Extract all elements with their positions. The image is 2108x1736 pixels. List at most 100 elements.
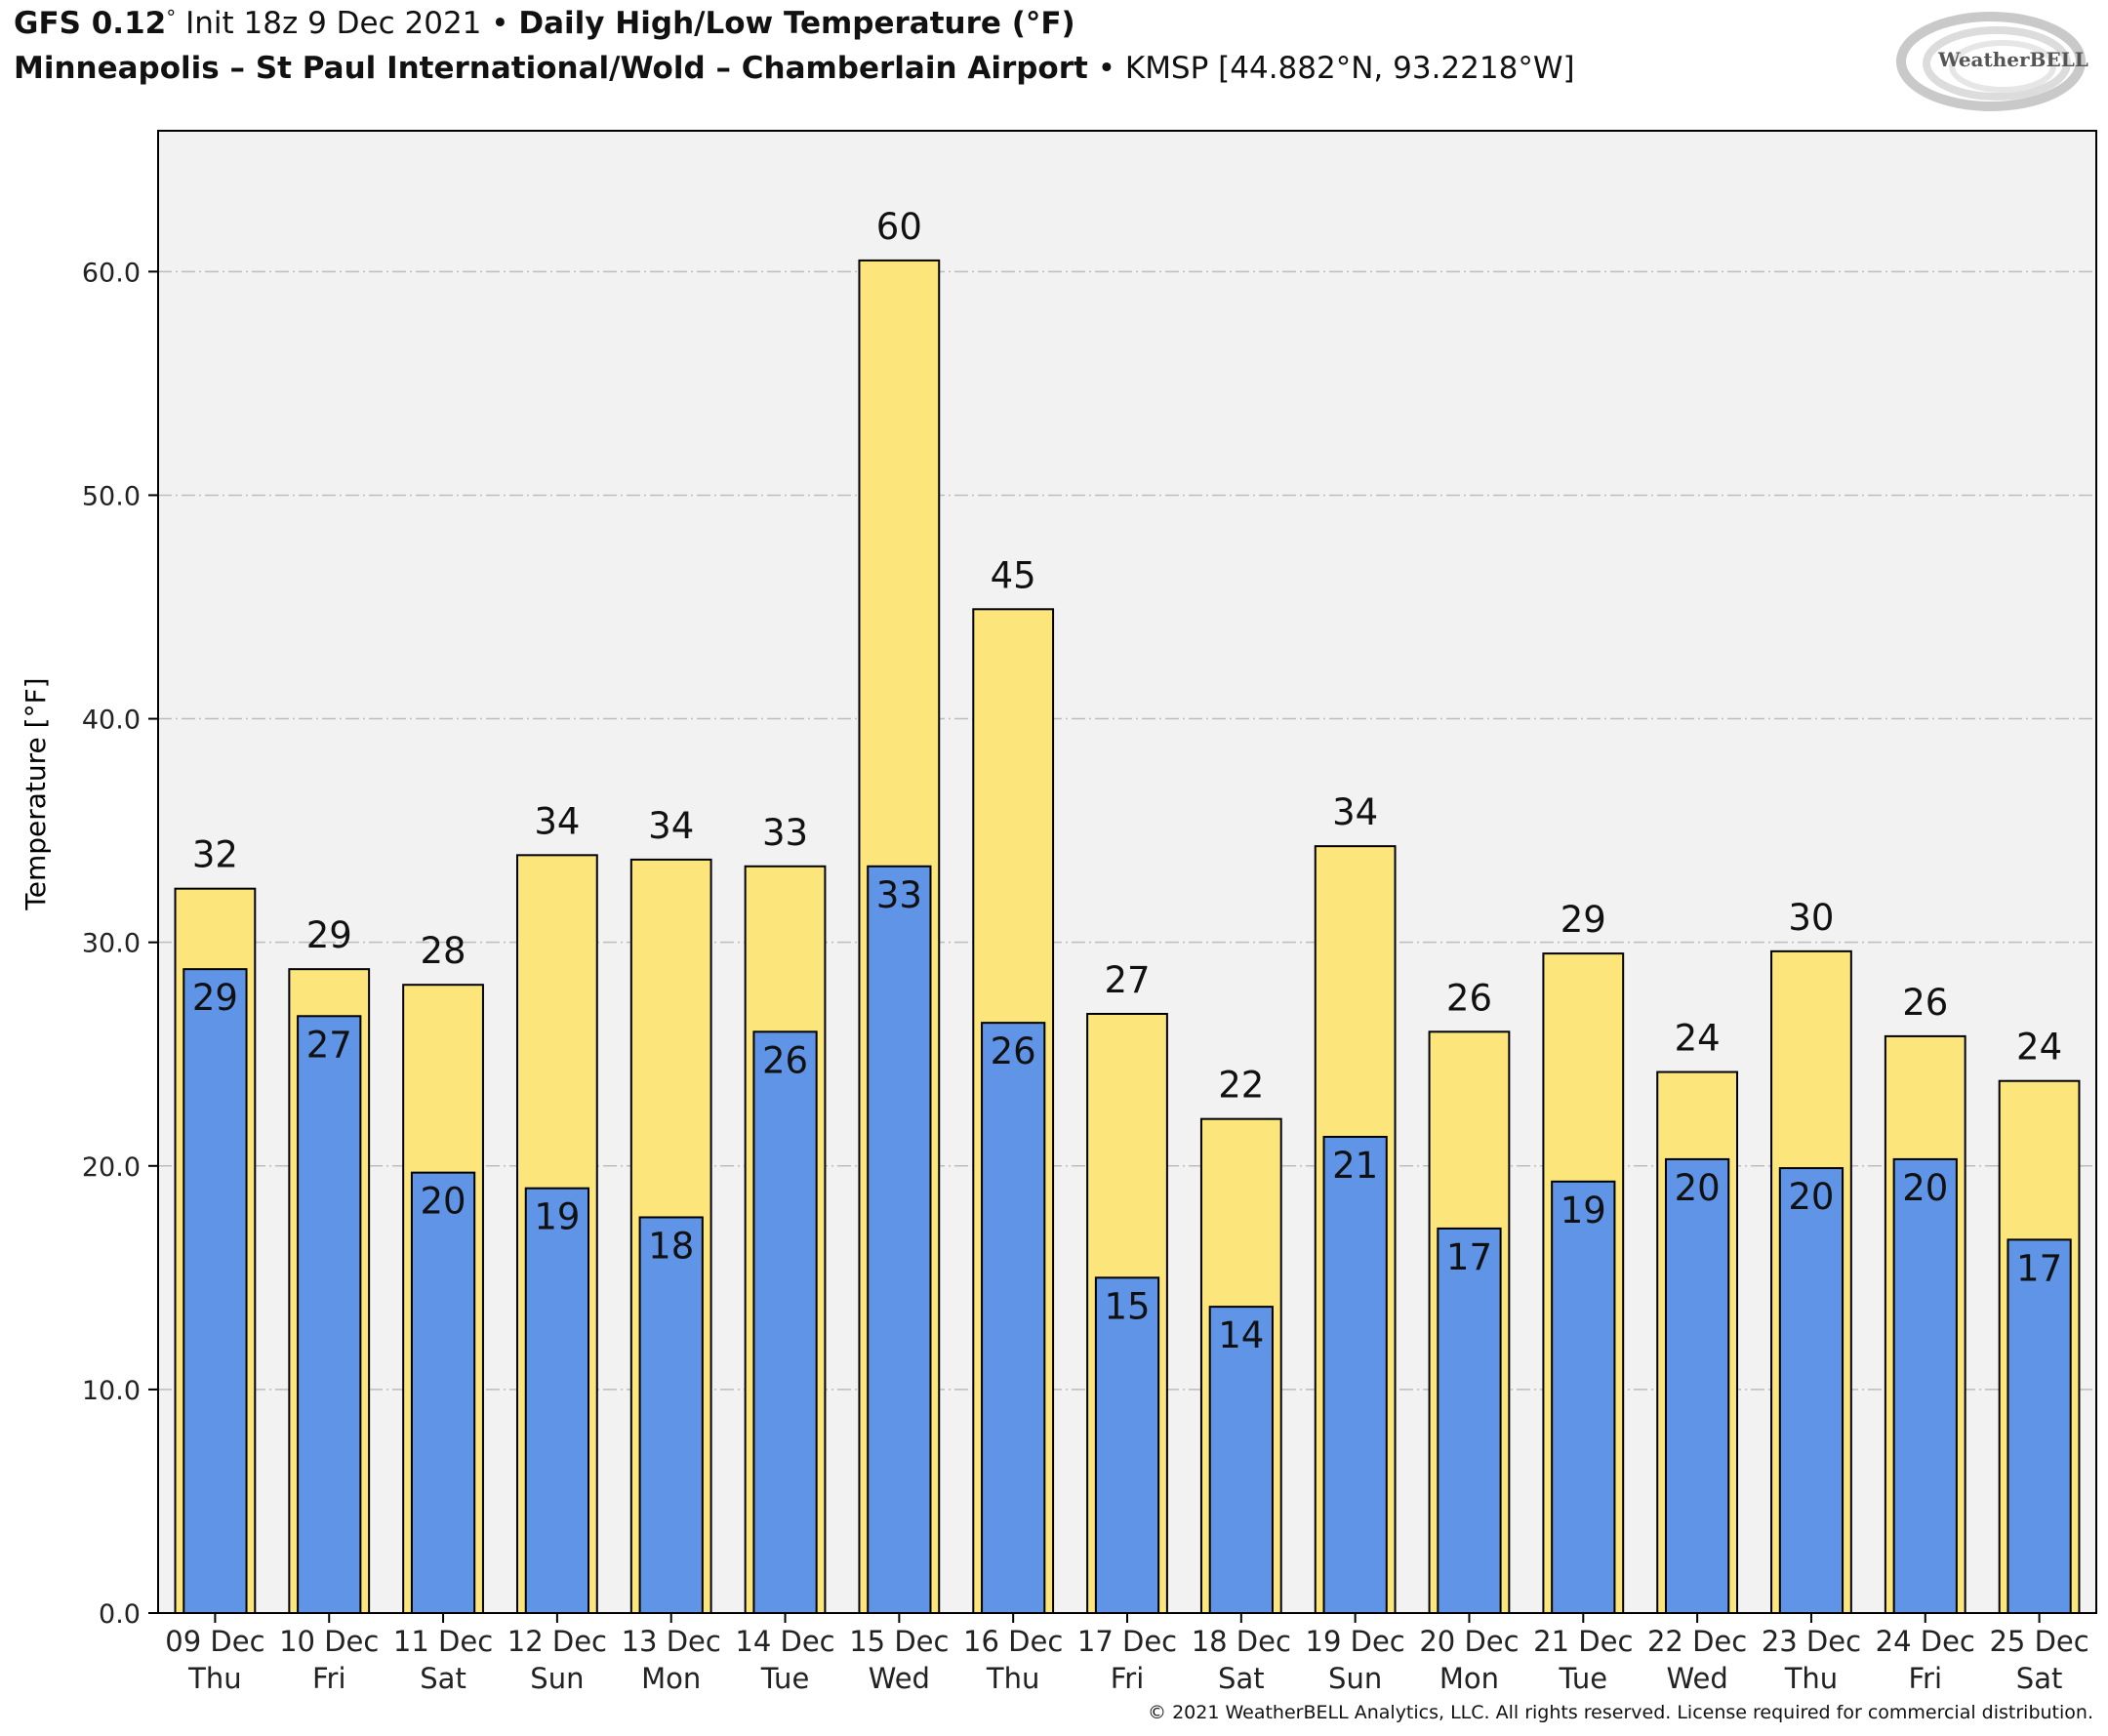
low-bar bbox=[1094, 1276, 1160, 1614]
y-axis-label: Temperature [°F] bbox=[20, 677, 52, 910]
low-value-label: 17 bbox=[2016, 1247, 2062, 1289]
low-bar bbox=[2007, 1238, 2072, 1614]
x-tick-date-label: 23 Dec bbox=[1762, 1625, 1861, 1658]
low-value-label: 20 bbox=[421, 1181, 466, 1223]
location-bullet: • bbox=[1097, 51, 1115, 86]
x-tick-weekday-label: Sun bbox=[1328, 1662, 1382, 1695]
high-value-label: 24 bbox=[1675, 1018, 1721, 1060]
x-tick-weekday-label: Thu bbox=[187, 1662, 241, 1695]
weatherbell-logo: WeatherBELL bbox=[1896, 12, 2088, 111]
low-bar bbox=[638, 1216, 704, 1614]
low-bar bbox=[297, 1015, 362, 1614]
low-bar bbox=[182, 968, 248, 1614]
low-value-label: 29 bbox=[192, 977, 238, 1019]
x-tick-date-label: 14 Dec bbox=[735, 1625, 834, 1658]
low-bar bbox=[1208, 1306, 1274, 1614]
logo-text: WeatherBELL bbox=[1937, 48, 2088, 71]
copyright-notice: © 2021 WeatherBELL Analytics, LLC. All r… bbox=[1148, 1702, 2093, 1723]
low-value-label: 26 bbox=[991, 1030, 1036, 1072]
high-value-label: 33 bbox=[762, 812, 808, 854]
low-value-label: 17 bbox=[1446, 1236, 1492, 1278]
model-name: GFS 0.12 bbox=[14, 6, 167, 41]
high-value-label: 26 bbox=[1446, 977, 1492, 1019]
x-tick-date-label: 15 Dec bbox=[849, 1625, 949, 1658]
y-tick-label: 40.0 bbox=[82, 706, 141, 736]
high-value-label: 34 bbox=[534, 800, 580, 842]
x-tick-date-label: 22 Dec bbox=[1647, 1625, 1747, 1658]
x-tick-weekday-label: Fri bbox=[1908, 1662, 1942, 1695]
low-bar bbox=[1322, 1135, 1388, 1614]
x-tick-weekday-label: Sat bbox=[2016, 1662, 2063, 1695]
x-tick-weekday-label: Tue bbox=[760, 1662, 810, 1695]
low-bar bbox=[1664, 1157, 1730, 1614]
x-axis: 09 Dec Thu 10 Dec Fri 11 Dec Sat 12 Dec Sun 13 D… bbox=[165, 1613, 2089, 1695]
y-tick-label: 30.0 bbox=[82, 929, 141, 959]
low-value-label: 27 bbox=[306, 1024, 352, 1066]
x-tick-weekday-label: Sat bbox=[420, 1662, 466, 1695]
low-bar bbox=[981, 1022, 1046, 1614]
high-value-label: 34 bbox=[648, 805, 694, 847]
x-tick-date-label: 21 Dec bbox=[1533, 1625, 1633, 1658]
low-bar bbox=[1892, 1157, 1958, 1614]
low-bar bbox=[867, 865, 932, 1614]
y-axis: 0.0 10.0 20.0 30.0 40.0 50.0 60.0 bbox=[82, 258, 158, 1630]
x-tick-date-label: 13 Dec bbox=[622, 1625, 721, 1658]
x-tick-weekday-label: Mon bbox=[641, 1662, 701, 1695]
x-tick-weekday-label: Tue bbox=[1559, 1662, 1608, 1695]
chart-title-line-2: Minneapolis – St Paul International/Wold… bbox=[14, 51, 1575, 86]
x-tick-weekday-label: Wed bbox=[1667, 1662, 1728, 1695]
x-tick-weekday-label: Wed bbox=[869, 1662, 930, 1695]
high-value-label: 28 bbox=[421, 930, 466, 972]
x-tick-weekday-label: Thu bbox=[986, 1662, 1039, 1695]
x-tick-weekday-label: Mon bbox=[1439, 1662, 1499, 1695]
x-tick-date-label: 12 Dec bbox=[507, 1625, 607, 1658]
y-tick-label: 50.0 bbox=[82, 481, 141, 511]
x-tick-date-label: 24 Dec bbox=[1876, 1625, 1975, 1658]
low-value-label: 18 bbox=[648, 1225, 694, 1267]
x-tick-weekday-label: Sun bbox=[530, 1662, 584, 1695]
low-value-label: 14 bbox=[1218, 1314, 1264, 1356]
x-tick-date-label: 25 Dec bbox=[1989, 1625, 2088, 1658]
high-value-label: 32 bbox=[192, 834, 238, 876]
x-tick-date-label: 19 Dec bbox=[1306, 1625, 1405, 1658]
x-tick-date-label: 18 Dec bbox=[1192, 1625, 1291, 1658]
high-value-label: 45 bbox=[991, 554, 1036, 596]
model-unit: ° bbox=[166, 6, 177, 29]
x-tick-weekday-label: Fri bbox=[312, 1662, 346, 1695]
low-value-label: 19 bbox=[534, 1196, 580, 1238]
high-value-label: 29 bbox=[1561, 899, 1606, 941]
low-bar bbox=[524, 1187, 590, 1614]
location-name: Minneapolis – St Paul International/Wold… bbox=[14, 51, 1088, 86]
x-tick-weekday-label: Thu bbox=[1784, 1662, 1838, 1695]
low-value-label: 26 bbox=[762, 1039, 808, 1081]
low-value-label: 21 bbox=[1332, 1145, 1378, 1187]
x-tick-date-label: 20 Dec bbox=[1419, 1625, 1519, 1658]
init-time: Init 18z 9 Dec 2021 bbox=[185, 6, 482, 41]
y-tick-label: 20.0 bbox=[82, 1152, 141, 1183]
low-bar bbox=[1551, 1180, 1616, 1614]
high-value-label: 30 bbox=[1788, 897, 1834, 939]
high-value-label: 26 bbox=[1902, 982, 1948, 1024]
low-value-label: 19 bbox=[1561, 1190, 1606, 1231]
x-tick-date-label: 17 Dec bbox=[1077, 1625, 1177, 1658]
high-value-label: 29 bbox=[306, 914, 352, 956]
low-value-label: 33 bbox=[876, 874, 922, 916]
chart-title-line-1: GFS 0.12° Init 18z 9 Dec 2021 • Daily Hi… bbox=[14, 6, 1075, 41]
high-value-label: 34 bbox=[1332, 791, 1378, 833]
low-bar bbox=[1437, 1227, 1502, 1615]
x-tick-date-label: 11 Dec bbox=[393, 1625, 493, 1658]
y-tick-label: 0.0 bbox=[99, 1599, 141, 1630]
y-tick-label: 60.0 bbox=[82, 258, 141, 288]
high-value-label: 24 bbox=[2016, 1027, 2062, 1069]
x-tick-weekday-label: Fri bbox=[1111, 1662, 1145, 1695]
plot-frame bbox=[157, 130, 2097, 1614]
high-value-label: 60 bbox=[876, 206, 922, 248]
y-tick-label: 10.0 bbox=[82, 1376, 141, 1406]
low-bar bbox=[410, 1171, 476, 1614]
x-tick-date-label: 10 Dec bbox=[279, 1625, 379, 1658]
x-tick-date-label: 16 Dec bbox=[963, 1625, 1063, 1658]
x-tick-weekday-label: Sat bbox=[1218, 1662, 1265, 1695]
x-tick-date-label: 09 Dec bbox=[165, 1625, 264, 1658]
chart-title: Daily High/Low Temperature (°F) bbox=[518, 6, 1075, 41]
